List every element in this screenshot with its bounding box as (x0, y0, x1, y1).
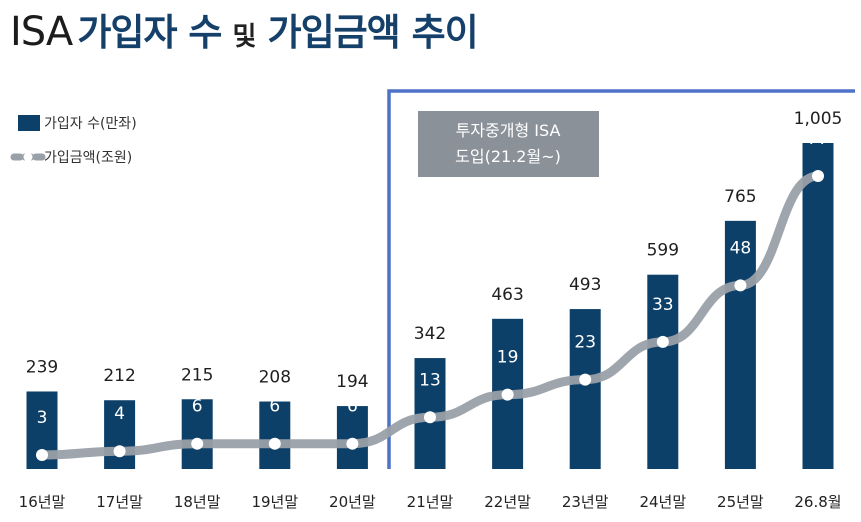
line-value-label: 6 (192, 397, 203, 417)
line-layer: 3 4 6 6 6 13 19 23 33 48 77 (36, 129, 829, 461)
line-value-label: 13 (419, 370, 441, 390)
annotation: 투자중개형 ISA 도입(21.2월~) (418, 111, 599, 177)
x-tick-label: 26.8월 (794, 493, 841, 511)
x-tick-label: 25년말 (717, 493, 764, 511)
bar-labels-layer: 239 212 215 208 194 342 463 493 599 765 1,005 (26, 109, 843, 392)
bar-value-label: 208 (259, 368, 291, 388)
bar-value-label: 1,005 (794, 109, 843, 129)
line-value-label: 19 (497, 348, 519, 368)
bar-value-label: 194 (336, 372, 368, 392)
line-point (268, 437, 281, 450)
annotation-line1: 투자중개형 ISA (456, 121, 561, 140)
bar (724, 220, 756, 469)
x-tick-label: 19년말 (251, 493, 298, 511)
bar-value-label: 215 (181, 365, 213, 385)
bar-value-label: 765 (724, 187, 756, 207)
bar (181, 399, 213, 469)
bar-value-label: 463 (491, 285, 523, 305)
x-tick-label: 24년말 (639, 493, 686, 511)
bar-value-label: 599 (647, 241, 679, 261)
x-tick-label: 21년말 (407, 493, 454, 511)
line-point (734, 279, 747, 292)
legend-line-label: 가입금액(조원) (44, 150, 132, 166)
line-value-label: 48 (730, 238, 752, 258)
bar (802, 143, 834, 469)
bar (647, 274, 679, 469)
line-value-label: 3 (37, 408, 48, 428)
bar (259, 401, 291, 469)
line-point (656, 335, 669, 348)
x-tick-label: 16년말 (19, 493, 66, 511)
bar (104, 400, 136, 469)
line-value-label: 6 (347, 397, 358, 417)
bar (569, 309, 601, 469)
title-part1: 가입자 수 (77, 11, 222, 54)
line-value-label: 77 (807, 129, 829, 149)
line-value-label: 4 (114, 404, 125, 424)
bar-value-label: 493 (569, 275, 601, 295)
x-tick-label: 23년말 (562, 493, 609, 511)
bar-value-label: 342 (414, 324, 446, 344)
x-tick-label: 18년말 (174, 493, 221, 511)
bar-value-label: 239 (26, 357, 58, 377)
line-point (812, 170, 824, 182)
bar (336, 406, 368, 469)
line-point (501, 388, 514, 401)
chart-title: ISA 가입자 수 및 가입금액 추이 (10, 4, 479, 60)
line-point (424, 411, 436, 424)
x-tick-label: 22년말 (484, 493, 531, 511)
title-part2: 가입금액 추이 (267, 11, 479, 54)
legend-line-marker (23, 152, 33, 162)
bar-value-label: 212 (103, 366, 135, 386)
line-point (346, 437, 359, 450)
line-point (191, 437, 204, 450)
x-tick-label: 20년말 (329, 493, 376, 511)
title-prefix: ISA (10, 9, 73, 55)
annotation-line2: 도입(21.2월~) (455, 147, 561, 166)
legend: 가입자 수(만좌) 가입금액(조원) (10, 115, 137, 166)
series-line (37, 171, 823, 460)
legend-bar-swatch (18, 115, 40, 131)
line-value-label: 33 (652, 295, 674, 315)
line-point (36, 449, 48, 461)
x-axis-ticks: 16년말 17년말 18년말 19년말 20년말 21년말 22년말 23년말 24년말 25년말… (19, 493, 842, 511)
highlight-frame (387, 89, 855, 469)
line-point (113, 445, 126, 458)
title-conjunction: 및 (232, 22, 257, 52)
annotation-box (418, 111, 599, 177)
line-value-label: 23 (574, 333, 596, 353)
x-tick-label: 17년말 (96, 493, 143, 511)
line-point (579, 373, 592, 386)
legend-bar-label: 가입자 수(만좌) (44, 116, 137, 132)
line-value-label: 6 (269, 397, 280, 417)
